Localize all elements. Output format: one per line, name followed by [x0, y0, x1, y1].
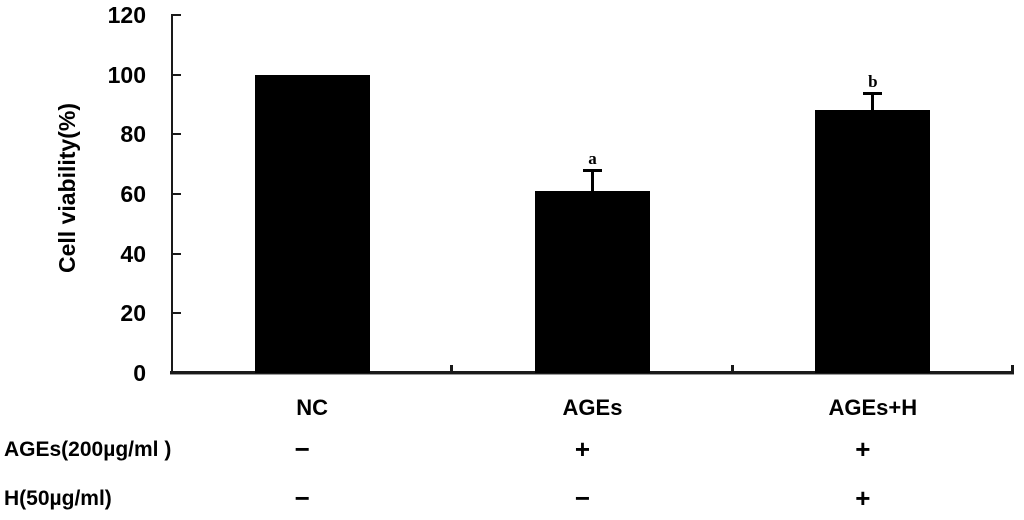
y-tick-label: 40	[120, 240, 146, 267]
y-axis-tick	[172, 73, 181, 76]
error-bar-cap	[583, 169, 602, 173]
category-label-AGEs: AGEs	[562, 395, 623, 420]
table-cell-symbol: +	[855, 483, 871, 513]
table-row-label: H(50µg/ml)	[4, 487, 112, 510]
table-cell-symbol: +	[855, 434, 871, 464]
y-tick-label: 60	[120, 181, 146, 207]
y-axis-tick	[172, 252, 181, 255]
bar-NC	[254, 74, 370, 373]
table-cell-symbol: +	[574, 434, 591, 464]
table-cell-symbol: −	[294, 483, 310, 513]
x-axis-line	[170, 371, 1014, 375]
table-cell-symbol: −	[294, 434, 310, 464]
error-bar-stem	[871, 92, 875, 111]
x-axis-tick	[450, 365, 454, 372]
x-axis-tick	[1011, 365, 1014, 372]
table-cell-symbol: −	[574, 483, 591, 513]
y-tick-label: 20	[120, 300, 146, 327]
table-row-label: AGEs(200µg/ml )	[4, 438, 172, 461]
category-label-AGEs+H: AGEs+H	[828, 395, 918, 420]
y-tick-label: 120	[107, 2, 146, 28]
error-bar-cap	[863, 91, 883, 95]
y-axis-tick	[172, 133, 181, 136]
bar-AGEs+H	[815, 110, 931, 373]
y-tick-label: 100	[107, 61, 146, 88]
significance-label: b	[868, 71, 878, 91]
bar-AGEs	[535, 191, 650, 373]
category-label-NC: NC	[296, 395, 329, 420]
error-bar-stem	[591, 170, 594, 191]
y-tick-label: 80	[120, 121, 146, 148]
y-tick-label: 0	[133, 360, 146, 386]
y-axis-tick	[172, 372, 181, 374]
y-axis-title: Cell viability(%)	[54, 103, 80, 273]
y-axis-tick	[172, 193, 181, 195]
y-axis-tick	[172, 312, 181, 315]
y-axis-tick	[172, 14, 181, 16]
significance-label: a	[588, 149, 597, 169]
x-axis-tick	[730, 365, 734, 372]
